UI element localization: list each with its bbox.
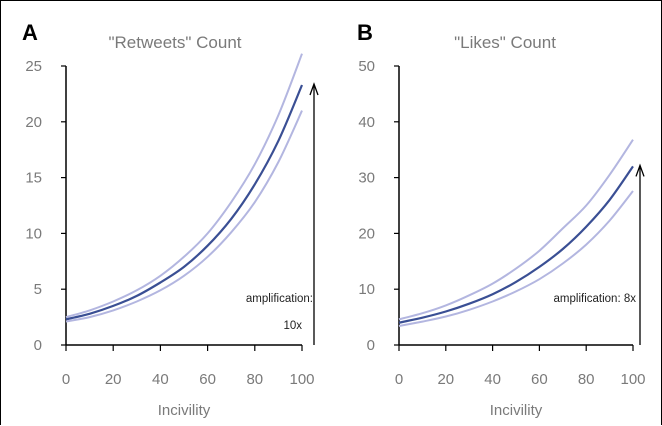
y-tick-label: 20 bbox=[25, 114, 42, 131]
amplification-label: amplification: 8x bbox=[554, 293, 637, 305]
panel-letter: A bbox=[22, 20, 38, 45]
amplification-label: amplification: bbox=[246, 293, 313, 305]
x-tick-label: 60 bbox=[199, 371, 216, 388]
series-line-mean bbox=[65, 84, 304, 321]
amplification-value: 10x bbox=[283, 320, 302, 332]
y-tick-label: 0 bbox=[34, 337, 42, 354]
y-tick-label: 15 bbox=[25, 170, 42, 187]
x-tick-label: 40 bbox=[152, 371, 169, 388]
chart-title: "Likes" Count bbox=[454, 33, 556, 52]
x-axis-label: Incivility bbox=[490, 402, 543, 419]
series-line-lower bbox=[65, 110, 303, 323]
panel-letter: B bbox=[357, 20, 373, 45]
y-tick-label: 10 bbox=[358, 281, 375, 298]
series-line-lower bbox=[398, 190, 634, 327]
y-tick-label: 10 bbox=[25, 225, 42, 242]
x-tick-label: 100 bbox=[289, 371, 314, 388]
plot-area: 0 10 20 30 40 50 0 20 40 60 80 100 bbox=[358, 58, 645, 388]
panel-a: A "Retweets" Count Incivility amplificat… bbox=[22, 20, 313, 419]
y-tick-label: 5 bbox=[34, 281, 42, 298]
y-tick-label: 50 bbox=[358, 58, 375, 75]
y-tick-label: 30 bbox=[358, 170, 375, 187]
amplification-arrow-head bbox=[635, 163, 645, 177]
series-line-upper bbox=[65, 53, 303, 319]
x-tick-label: 20 bbox=[105, 371, 122, 388]
x-tick-label: 80 bbox=[246, 371, 263, 388]
series-line-upper bbox=[398, 139, 634, 321]
series-line-mean bbox=[398, 165, 634, 324]
x-tick-label: 0 bbox=[62, 371, 70, 388]
x-axis-label: Incivility bbox=[158, 402, 211, 419]
panel-b: B "Likes" Count Incivility amplification… bbox=[357, 20, 636, 419]
chart-title: "Retweets" Count bbox=[108, 33, 241, 52]
x-tick-label: 0 bbox=[395, 371, 403, 388]
x-tick-label: 100 bbox=[620, 371, 645, 388]
y-tick-label: 25 bbox=[25, 58, 42, 75]
y-tick-label: 0 bbox=[367, 337, 375, 354]
plot-area: 0 5 10 15 20 25 0 20 40 60 80 100 bbox=[25, 53, 319, 388]
y-tick-label: 20 bbox=[358, 225, 375, 242]
x-tick-label: 20 bbox=[437, 371, 454, 388]
x-tick-label: 80 bbox=[578, 371, 595, 388]
x-tick-label: 40 bbox=[484, 371, 501, 388]
amplification-arrow-head bbox=[309, 82, 319, 96]
y-tick-label: 40 bbox=[358, 114, 375, 131]
x-tick-label: 60 bbox=[531, 371, 548, 388]
